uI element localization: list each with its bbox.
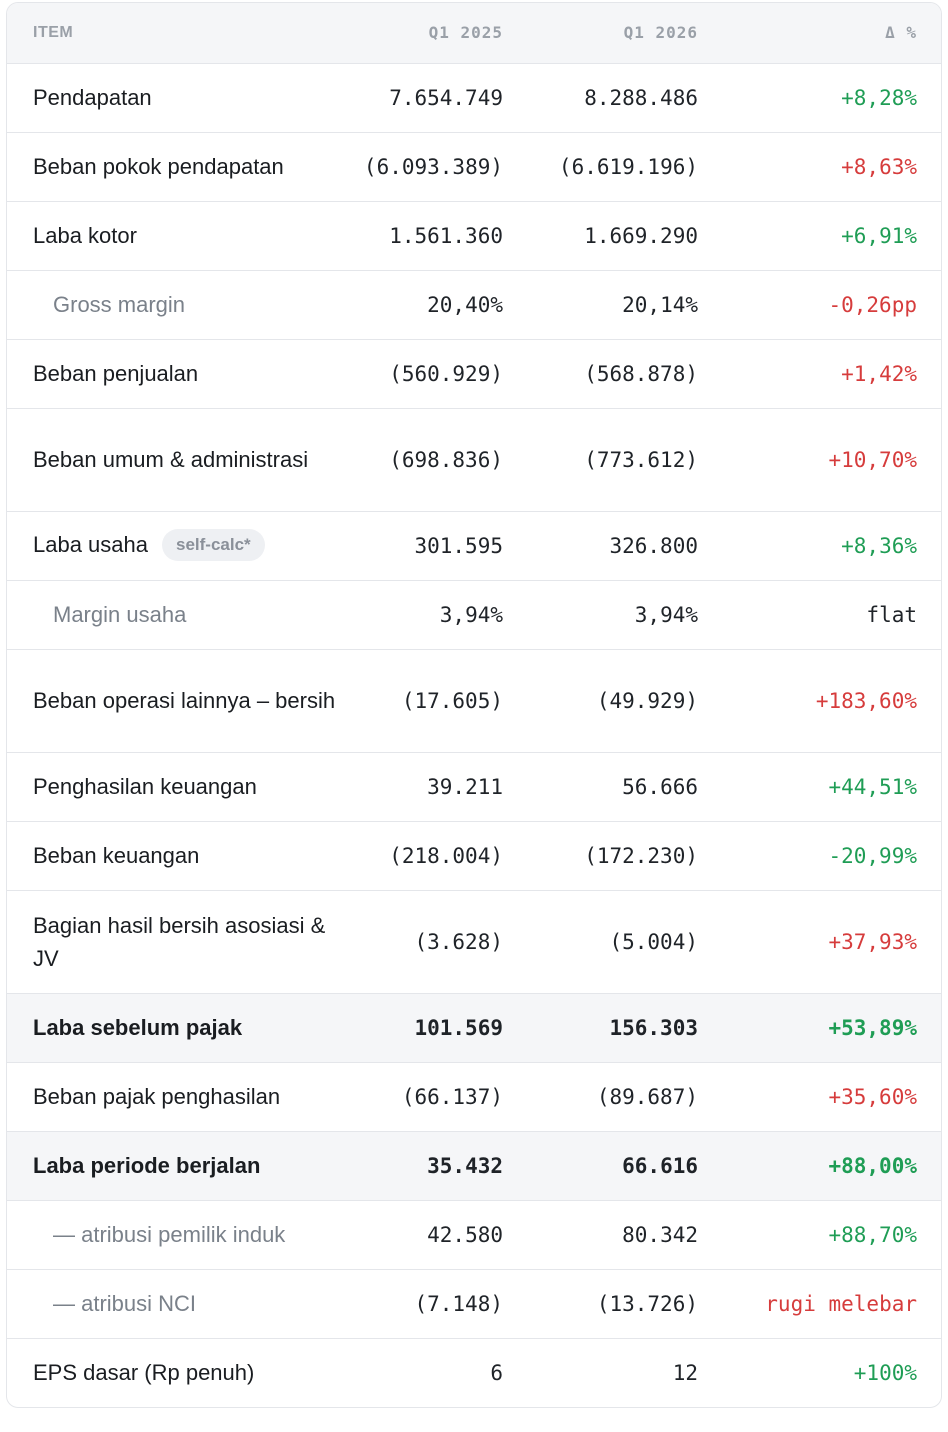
row-beban-pokok-pendapatan: Beban pokok pendapatan (6.093.389) (6.61… xyxy=(7,132,941,202)
value-q1-2026: (49.929) xyxy=(527,649,722,753)
row-label: Pendapatan xyxy=(7,63,347,133)
value-q1-2025: 101.569 xyxy=(347,993,527,1063)
value-q1-2026: 326.800 xyxy=(527,511,722,581)
row-margin-usaha: Margin usaha 3,94% 3,94% flat xyxy=(7,580,941,650)
value-delta: +1,42% xyxy=(722,339,941,409)
value-q1-2025: 39.211 xyxy=(347,752,527,822)
value-q1-2026: 3,94% xyxy=(527,580,722,650)
value-q1-2026: (773.612) xyxy=(527,408,722,512)
row-label: Beban pajak penghasilan xyxy=(7,1062,347,1132)
value-q1-2026: (5.004) xyxy=(527,890,722,994)
value-q1-2026: (172.230) xyxy=(527,821,722,891)
value-q1-2025: 301.595 xyxy=(347,511,527,581)
value-q1-2026: 156.303 xyxy=(527,993,722,1063)
value-q1-2025: (3.628) xyxy=(347,890,527,994)
row-gross-margin: Gross margin 20,40% 20,14% -0,26pp xyxy=(7,270,941,340)
value-delta: +53,89% xyxy=(722,993,941,1063)
row-atribusi-pemilik-induk: — atribusi pemilik induk 42.580 80.342 +… xyxy=(7,1200,941,1270)
value-delta: +10,70% xyxy=(722,408,941,512)
value-delta: +8,36% xyxy=(722,511,941,581)
self-calc-badge: self-calc* xyxy=(162,528,265,561)
value-delta: +6,91% xyxy=(722,201,941,271)
row-label: EPS dasar (Rp penuh) xyxy=(33,1360,255,1386)
row-atribusi-nci: — atribusi NCI (7.148) (13.726) rugi mel… xyxy=(7,1269,941,1339)
row-beban-umum-administrasi: Beban umum & administrasi (698.836) (773… xyxy=(7,408,941,512)
row-label: — atribusi NCI xyxy=(7,1269,347,1339)
row-label: Gross margin xyxy=(7,270,347,340)
row-label: Laba sebelum pajak xyxy=(7,993,347,1063)
row-label: Beban operasi lainnya – bersih xyxy=(7,649,347,753)
value-delta: +88,70% xyxy=(722,1200,941,1270)
value-delta: +8,63% xyxy=(722,132,941,202)
value-q1-2026: (89.687) xyxy=(527,1062,722,1132)
value-delta: +8,28% xyxy=(722,63,941,133)
row-bagian-hasil-asosiasi: Bagian hasil bersih asosiasi & JV (3.628… xyxy=(7,890,941,994)
value-q1-2025: 35.432 xyxy=(347,1131,527,1201)
table-header-row: ITEM Q1 2025 Q1 2026 Δ % xyxy=(7,3,941,64)
row-label: Laba periode berjalan xyxy=(7,1131,347,1201)
value-delta: +37,93% xyxy=(722,890,941,994)
value-q1-2025: (7.148) xyxy=(347,1269,527,1339)
value-q1-2026: 1.669.290 xyxy=(527,201,722,271)
value-delta: +88,00% xyxy=(722,1131,941,1201)
value-delta: flat xyxy=(722,580,941,650)
value-q1-2026: 56.666 xyxy=(527,752,722,822)
row-label: Beban keuangan xyxy=(7,821,347,891)
value-q1-2025: 6 xyxy=(490,1360,503,1385)
value-delta: +44,51% xyxy=(722,752,941,822)
column-header-delta: Δ % xyxy=(722,3,941,64)
value-q1-2026: (13.726) xyxy=(527,1269,722,1339)
row-label-cell: Laba usaha self-calc* xyxy=(7,511,347,581)
row-beban-keuangan: Beban keuangan (218.004) (172.230) -20,9… xyxy=(7,821,941,891)
value-q1-2025: (66.137) xyxy=(347,1062,527,1132)
row-label: Laba kotor xyxy=(7,201,347,271)
value-q1-2026: 20,14% xyxy=(527,270,722,340)
value-q1-2026: 66.616 xyxy=(527,1131,722,1201)
value-q1-2025: (698.836) xyxy=(347,408,527,512)
row-label: Beban penjualan xyxy=(7,339,347,409)
row-eps-dasar: EPS dasar (Rp penuh) 6 12 +100% xyxy=(7,1338,941,1407)
value-q1-2026: 12 xyxy=(672,1360,698,1385)
value-delta: +183,60% xyxy=(722,649,941,753)
row-beban-penjualan: Beban penjualan (560.929) (568.878) +1,4… xyxy=(7,339,941,409)
value-delta: +35,60% xyxy=(722,1062,941,1132)
row-label: Margin usaha xyxy=(7,580,347,650)
column-header-q1-2026: Q1 2026 xyxy=(527,3,722,64)
row-laba-periode-berjalan: Laba periode berjalan 35.432 66.616 +88,… xyxy=(7,1131,941,1201)
value-delta: -20,99% xyxy=(722,821,941,891)
row-beban-pajak: Beban pajak penghasilan (66.137) (89.687… xyxy=(7,1062,941,1132)
row-label: Penghasilan keuangan xyxy=(7,752,347,822)
value-q1-2025: 20,40% xyxy=(347,270,527,340)
row-beban-operasi-lainnya: Beban operasi lainnya – bersih (17.605) … xyxy=(7,649,941,753)
row-label: Bagian hasil bersih asosiasi & JV xyxy=(7,890,347,994)
income-statement-card: ITEM Q1 2025 Q1 2026 Δ % Pendapatan 7.65… xyxy=(6,2,942,1408)
value-q1-2025: 42.580 xyxy=(347,1200,527,1270)
row-laba-sebelum-pajak: Laba sebelum pajak 101.569 156.303 +53,8… xyxy=(7,993,941,1063)
value-delta: +100% xyxy=(853,1360,917,1385)
row-label: Beban umum & administrasi xyxy=(7,408,347,512)
value-q1-2025: (560.929) xyxy=(347,339,527,409)
value-q1-2026: 80.342 xyxy=(527,1200,722,1270)
value-q1-2025: (6.093.389) xyxy=(347,132,527,202)
row-label: Beban pokok pendapatan xyxy=(7,132,347,202)
income-statement-table: ITEM Q1 2025 Q1 2026 Δ % Pendapatan 7.65… xyxy=(7,3,941,1407)
value-q1-2025: 1.561.360 xyxy=(347,201,527,271)
value-delta: -0,26pp xyxy=(722,270,941,340)
row-label: Laba usaha xyxy=(33,532,148,558)
row-laba-kotor: Laba kotor 1.561.360 1.669.290 +6,91% xyxy=(7,201,941,271)
value-q1-2025: (17.605) xyxy=(347,649,527,753)
row-laba-usaha: Laba usaha self-calc* 301.595 326.800 +8,… xyxy=(7,511,941,581)
value-q1-2026: (6.619.196) xyxy=(527,132,722,202)
value-q1-2025: (218.004) xyxy=(347,821,527,891)
value-q1-2025: 7.654.749 xyxy=(347,63,527,133)
column-header-item: ITEM xyxy=(7,3,347,64)
column-header-q1-2025: Q1 2025 xyxy=(347,3,527,64)
value-delta: rugi melebar xyxy=(722,1269,941,1339)
row-pendapatan: Pendapatan 7.654.749 8.288.486 +8,28% xyxy=(7,63,941,133)
value-q1-2025: 3,94% xyxy=(347,580,527,650)
value-q1-2026: 8.288.486 xyxy=(527,63,722,133)
row-penghasilan-keuangan: Penghasilan keuangan 39.211 56.666 +44,5… xyxy=(7,752,941,822)
value-q1-2026: (568.878) xyxy=(527,339,722,409)
row-label: — atribusi pemilik induk xyxy=(7,1200,347,1270)
